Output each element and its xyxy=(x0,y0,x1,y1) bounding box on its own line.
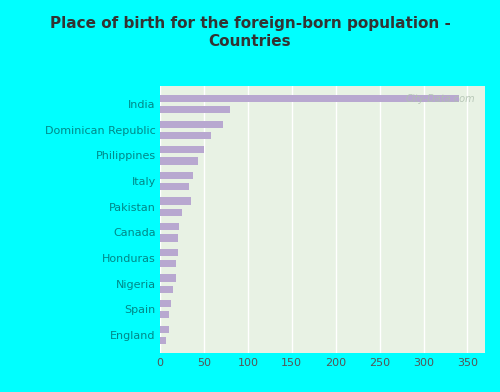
Bar xyxy=(160,223,180,230)
Bar xyxy=(160,337,166,344)
Bar xyxy=(160,183,189,190)
Bar xyxy=(160,172,194,179)
Bar xyxy=(160,326,169,333)
Bar xyxy=(160,146,204,153)
Bar xyxy=(160,260,176,267)
Bar xyxy=(160,121,223,128)
Bar xyxy=(160,311,169,318)
Bar xyxy=(160,158,198,165)
Bar xyxy=(160,95,458,102)
Text: City-Data.com: City-Data.com xyxy=(406,94,475,104)
Bar xyxy=(160,300,170,307)
Text: Place of birth for the foreign-born population -
Countries: Place of birth for the foreign-born popu… xyxy=(50,16,450,49)
Bar xyxy=(160,274,176,281)
Bar xyxy=(160,106,230,113)
Bar xyxy=(160,286,173,293)
Bar xyxy=(160,234,178,241)
Bar xyxy=(160,198,190,205)
Bar xyxy=(160,249,178,256)
Bar xyxy=(160,209,182,216)
Bar xyxy=(160,132,211,139)
